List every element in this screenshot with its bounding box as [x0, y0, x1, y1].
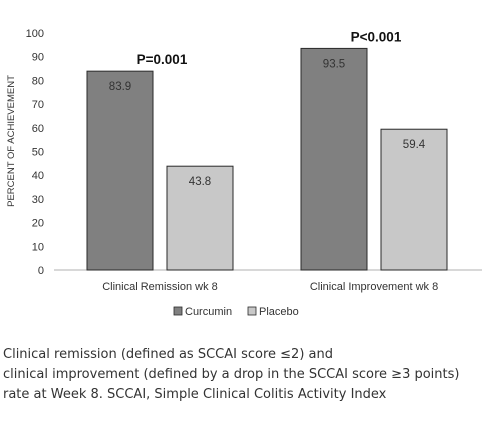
y-tick-label: 90	[32, 52, 44, 64]
annotations-group: P=0.001 P<0.001	[137, 29, 402, 67]
figure-caption: Clinical remission (defined as SCCAI sco…	[3, 345, 488, 405]
y-tick-label: 60	[32, 123, 44, 135]
category-label: Clinical Improvement wk 8	[310, 281, 438, 293]
legend: Curcumin Placebo	[173, 306, 299, 318]
legend-label: Placebo	[259, 306, 299, 318]
category-label: Clinical Remission wk 8	[102, 281, 218, 293]
legend-label: Curcumin	[185, 306, 232, 318]
caption-line-2: clinical improvement (defined by a drop …	[3, 367, 460, 382]
data-label: 59.4	[403, 139, 426, 151]
caption-line-1: Clinical remission (defined as SCCAI sco…	[3, 347, 333, 362]
y-tick-label: 40	[32, 170, 44, 182]
y-tick-label: 10	[32, 241, 44, 253]
y-axis-ticks: 0 10 20 30 40 50 60 70 80 90 100	[26, 28, 44, 277]
legend-swatch	[247, 306, 257, 316]
y-axis-label: PERCENT OF ACHIEVEMENT	[6, 75, 17, 207]
bar-curcumin-1	[86, 70, 154, 271]
category-labels-group: Clinical Remission wk 8 Clinical Improvem…	[102, 281, 438, 293]
bar-chart: PERCENT OF ACHIEVEMENT 0 10 20 30 40 50 60 70 80…	[6, 28, 482, 318]
bar-placebo-2	[380, 128, 448, 271]
y-tick-label: 100	[26, 28, 44, 40]
y-tick-label: 0	[38, 265, 44, 277]
caption-line-3: rate at Week 8. SCCAI, Simple Clinical C…	[3, 387, 387, 402]
y-tick-label: 70	[32, 99, 44, 111]
p-value-annotation: P=0.001	[137, 52, 188, 67]
p-value-annotation: P<0.001	[351, 29, 402, 44]
data-label: 83.9	[109, 81, 131, 93]
y-tick-label: 30	[32, 194, 44, 206]
bar-curcumin-2	[300, 47, 368, 271]
legend-swatch	[173, 306, 183, 316]
data-label: 43.8	[189, 176, 211, 188]
bars-group	[86, 47, 448, 271]
bar-placebo-1	[166, 165, 234, 271]
data-label: 93.5	[323, 58, 345, 70]
y-tick-label: 80	[32, 75, 44, 87]
y-tick-label: 20	[32, 218, 44, 230]
data-labels-group: 83.9 43.8 93.5 59.4	[109, 58, 426, 188]
y-tick-label: 50	[32, 147, 44, 159]
